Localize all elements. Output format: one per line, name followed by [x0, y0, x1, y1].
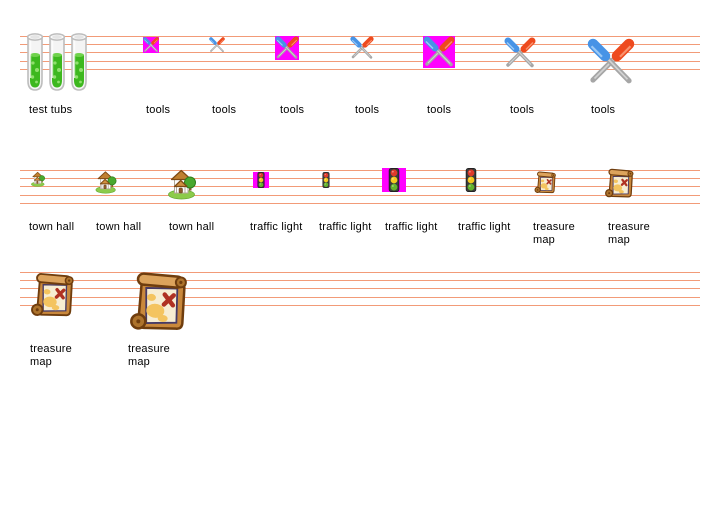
- icon-label: town hall: [96, 221, 141, 234]
- town-hall-icon: [166, 168, 198, 200]
- treasure-map-icon: [126, 271, 190, 335]
- tools-icon: [143, 37, 159, 53]
- icon-label-line: map: [30, 356, 52, 368]
- icon-label-line: map: [533, 234, 555, 246]
- icon-label: tools: [591, 104, 615, 117]
- tools-icon: [209, 37, 225, 53]
- staff-line: [20, 186, 700, 187]
- tools-icon: [350, 36, 374, 60]
- treasure-map-icon: [28, 272, 76, 320]
- icon-label-line: traffic light: [319, 221, 372, 233]
- icon-label: tools: [212, 104, 236, 117]
- icon-label-line: tools: [591, 104, 616, 116]
- icon-label-line: traffic light: [385, 221, 438, 233]
- icon-label-line: town hall: [169, 221, 215, 233]
- icon-label-line: tools: [355, 104, 380, 116]
- tools-icon: [587, 38, 635, 86]
- icon-label-line: map: [128, 356, 150, 368]
- icon-label: treasure map: [30, 343, 72, 369]
- icon-label-line: map: [608, 234, 630, 246]
- icon-label: treasure map: [533, 221, 575, 247]
- staff-line: [20, 288, 700, 289]
- staff-line: [20, 272, 700, 273]
- town-hall-icon: [30, 171, 46, 187]
- icon-label: test tubs: [29, 104, 72, 117]
- icon-label-line: treasure: [30, 343, 72, 355]
- staff-line: [20, 178, 700, 179]
- icon-label-line: test tubs: [29, 104, 73, 116]
- staff-line: [20, 52, 700, 53]
- icon-label-line: traffic light: [250, 221, 303, 233]
- icon-label-line: treasure: [533, 221, 575, 233]
- icon-label: traffic light: [385, 221, 438, 234]
- icon-label: town hall: [169, 221, 214, 234]
- staff-line: [20, 195, 700, 196]
- staff-line: [20, 69, 700, 70]
- icon-label: tools: [280, 104, 304, 117]
- traffic-light-icon: [382, 168, 406, 192]
- icon-label: traffic light: [458, 221, 511, 234]
- traffic-light-icon: [459, 168, 483, 192]
- icon-label-line: treasure: [608, 221, 650, 233]
- icon-label-line: traffic light: [458, 221, 511, 233]
- icon-label-line: tools: [280, 104, 305, 116]
- icon-label: treasure map: [608, 221, 650, 247]
- icon-label-line: tools: [427, 104, 452, 116]
- icon-label-line: town hall: [29, 221, 75, 233]
- test-tubs-icon: [25, 30, 89, 94]
- staff-line: [20, 61, 700, 62]
- icon-label: tools: [146, 104, 170, 117]
- staff-line: [20, 305, 700, 306]
- icon-label: town hall: [29, 221, 74, 234]
- icon-label-line: treasure: [128, 343, 170, 355]
- icon-label-line: tools: [212, 104, 237, 116]
- staff-line: [20, 203, 700, 204]
- icon-label: tools: [510, 104, 534, 117]
- icon-label: tools: [427, 104, 451, 117]
- staff-line: [20, 280, 700, 281]
- tools-icon: [275, 36, 299, 60]
- icon-label-line: tools: [146, 104, 171, 116]
- staff-line: [20, 297, 700, 298]
- icon-label-line: town hall: [96, 221, 142, 233]
- icon-label-line: tools: [510, 104, 535, 116]
- traffic-light-icon: [253, 172, 269, 188]
- treasure-map-icon: [603, 168, 635, 200]
- icon-label: treasure map: [128, 343, 170, 369]
- icon-label: tools: [355, 104, 379, 117]
- icon-label: traffic light: [250, 221, 303, 234]
- town-hall-icon: [94, 170, 118, 194]
- treasure-map-icon: [533, 171, 557, 195]
- staff-line: [20, 36, 700, 37]
- staff-line: [20, 170, 700, 171]
- tools-icon: [504, 37, 536, 69]
- traffic-light-icon: [318, 172, 334, 188]
- tools-icon: [423, 36, 455, 68]
- icon-label: traffic light: [319, 221, 372, 234]
